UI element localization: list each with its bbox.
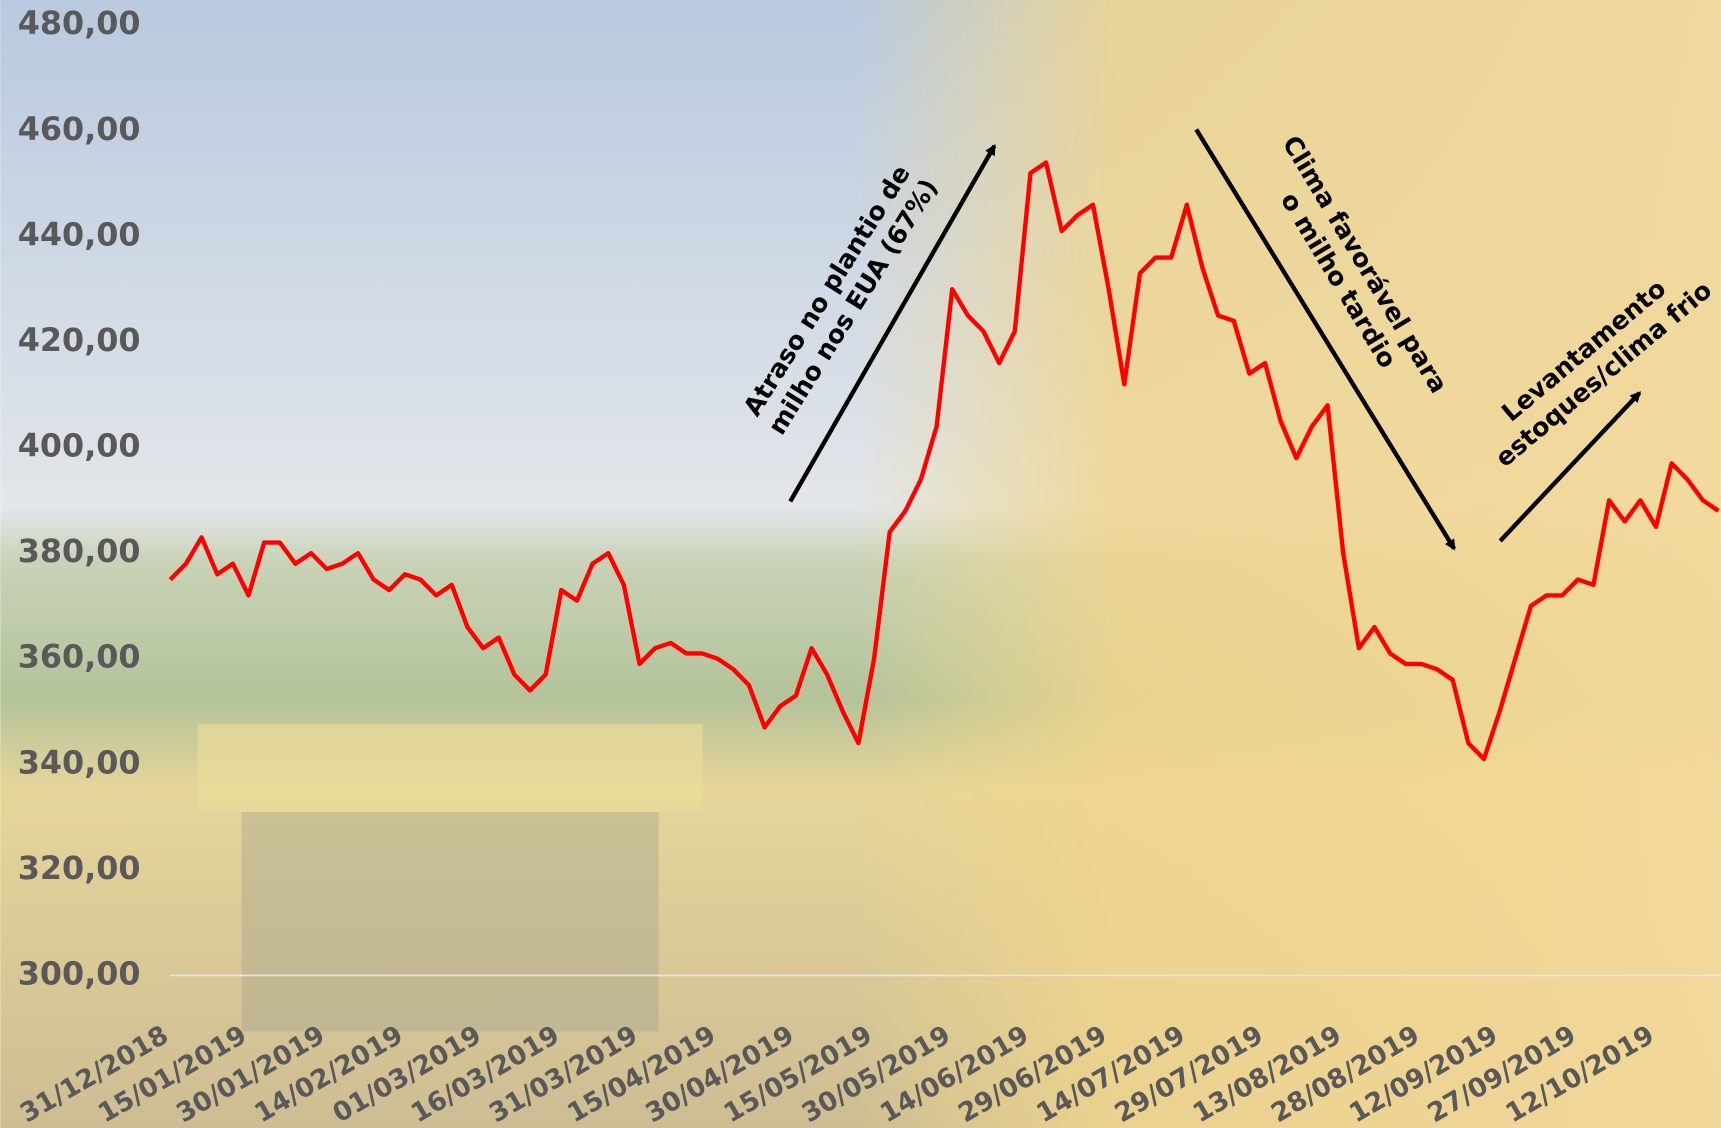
y-tick-label: 340,00 — [18, 743, 141, 781]
arrow — [1498, 391, 1642, 543]
y-tick-label: 420,00 — [18, 321, 141, 359]
y-tick-label: 400,00 — [18, 427, 141, 465]
y-tick-label: 460,00 — [18, 110, 141, 148]
y-tick-label: 300,00 — [18, 954, 141, 992]
y-tick-label: 320,00 — [18, 849, 141, 887]
y-tick-label: 380,00 — [18, 532, 141, 570]
line-series — [168, 160, 1720, 762]
y-tick-label: 440,00 — [18, 215, 141, 253]
arrows — [788, 128, 1642, 551]
y-tick-label: 480,00 — [18, 4, 141, 42]
arrow — [1194, 128, 1456, 551]
y-tick-label: 360,00 — [18, 638, 141, 676]
arrow — [788, 144, 997, 503]
